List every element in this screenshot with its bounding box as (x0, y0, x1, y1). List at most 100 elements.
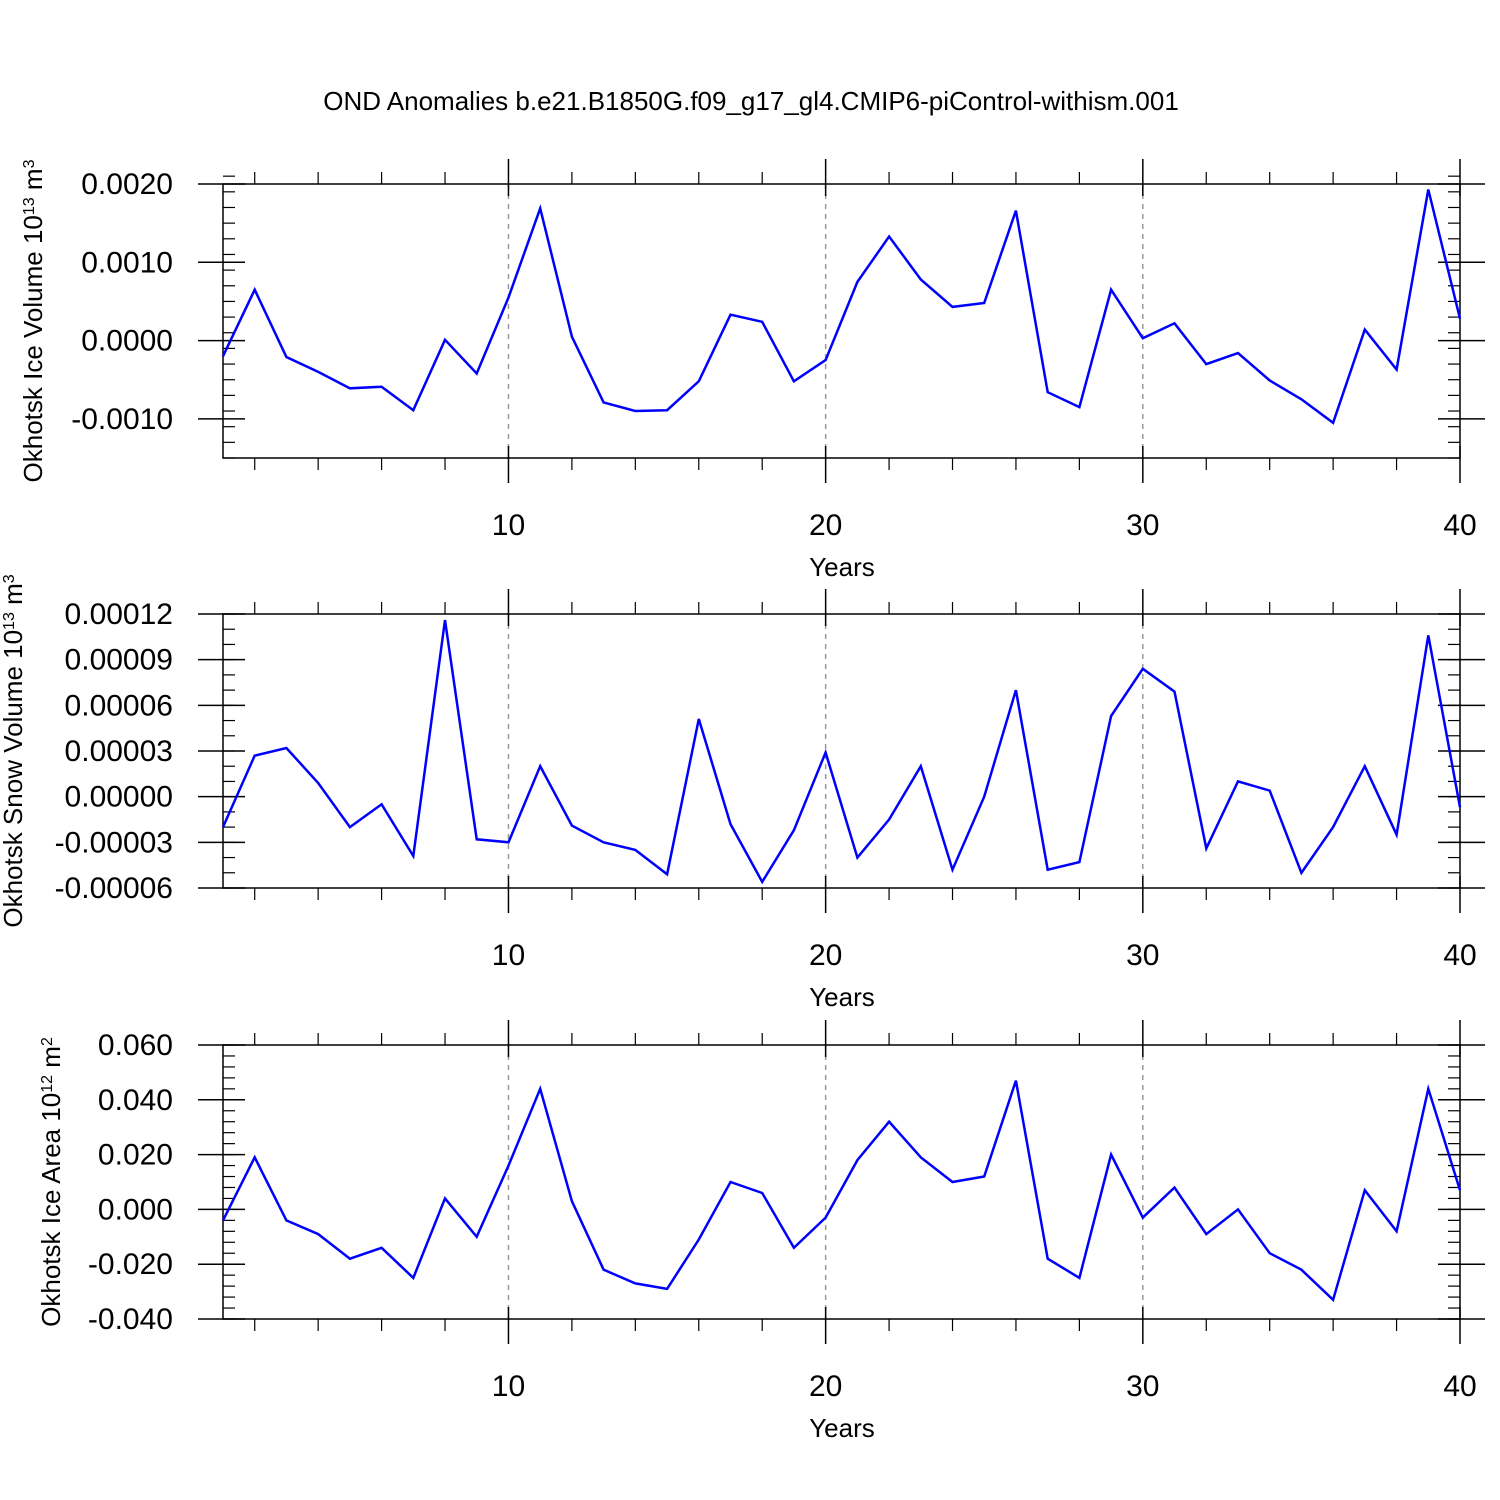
data-point (1426, 1087, 1430, 1091)
y-axis-label-unit: m (18, 168, 48, 197)
y-tick-label: -0.00006 (55, 872, 173, 905)
data-point (380, 1246, 384, 1250)
data-point (475, 1235, 479, 1239)
data-point (697, 379, 701, 383)
data-point (633, 1281, 637, 1285)
y-tick-label: 0.000 (98, 1193, 173, 1226)
data-point (411, 408, 415, 412)
data-point (316, 781, 320, 785)
data-point (1458, 317, 1462, 321)
data-point (1236, 779, 1240, 783)
data-point (728, 1180, 732, 1184)
y-tick-label: -0.020 (88, 1248, 173, 1281)
data-point (982, 301, 986, 305)
y-axis-label: Okhotsk Ice Volume 1013 m3 (18, 159, 48, 482)
data-point (760, 320, 764, 324)
data-point (411, 854, 415, 858)
data-point (1077, 405, 1081, 409)
data-point (506, 1164, 510, 1168)
data-point (697, 717, 701, 721)
y-tick-label: -0.00003 (55, 826, 173, 859)
data-point (443, 618, 447, 622)
data-point (602, 400, 606, 404)
data-point (665, 872, 669, 876)
data-point (1014, 1079, 1018, 1083)
y-axis-label: Okhotsk Snow Volume 1013 m3 (0, 574, 28, 927)
y-axis-label-unit-exponent: 3 (1, 574, 18, 583)
data-point (919, 1155, 923, 1159)
y-tick-label: -0.040 (88, 1303, 173, 1336)
panel-ice-volume: 10 20 30 40 Years -0.0010 0.0000 0.0010 0.0020 Ok… (18, 159, 1485, 582)
data-point (443, 338, 447, 342)
data-point (1046, 390, 1050, 394)
data-point (1077, 860, 1081, 864)
panel-snow-volume: 10 20 30 40 Years -0.00006 -0.00003 0.00000 0.00… (0, 574, 1485, 1012)
data-point (1141, 667, 1145, 671)
data-point (570, 335, 574, 339)
data-point (1173, 690, 1177, 694)
data-point (316, 370, 320, 374)
data-point (284, 355, 288, 359)
data-point (982, 795, 986, 799)
data-point (1109, 1153, 1113, 1157)
data-point (443, 1196, 447, 1200)
data-point (1014, 209, 1018, 213)
y-axis-label-unit: m (0, 583, 28, 612)
data-point (792, 828, 796, 832)
data-point (760, 880, 764, 884)
y-axis-label-exponent: 12 (39, 1075, 56, 1093)
data-point (1014, 688, 1018, 692)
data-point (538, 206, 542, 210)
x-tick-label: 20 (809, 1370, 842, 1403)
data-point (1173, 1185, 1177, 1189)
data-point (475, 837, 479, 841)
y-tick-label: 0.0000 (81, 325, 173, 358)
series-line (221, 189, 1462, 425)
data-point (253, 754, 257, 758)
data-point (1077, 1276, 1081, 1280)
y-tick-label: 0.00006 (65, 689, 173, 722)
y-axis-label-text: Okhotsk Snow Volume 10 (0, 630, 28, 928)
data-point (538, 764, 542, 768)
data-point (633, 848, 637, 852)
data-point (824, 1216, 828, 1220)
x-tick-label: 40 (1443, 939, 1476, 972)
y-axis-label-unit-exponent: 2 (39, 1037, 56, 1046)
data-point (284, 746, 288, 750)
data-point (1204, 1232, 1208, 1236)
data-point (1299, 397, 1303, 401)
y-axis-label-text: Okhotsk Ice Area 10 (36, 1093, 66, 1327)
data-point (570, 1199, 574, 1203)
data-point (1363, 328, 1367, 332)
data-point (1331, 825, 1335, 829)
y-axis-label-unit: m (36, 1046, 66, 1075)
data-point (348, 1257, 352, 1261)
data-point (1141, 1216, 1145, 1220)
data-point (221, 825, 225, 829)
data-point (284, 1218, 288, 1222)
data-point (982, 1175, 986, 1179)
data-point (824, 751, 828, 755)
data-point (951, 868, 955, 872)
y-tick-label: 0.0010 (81, 246, 173, 279)
data-point (1236, 1207, 1240, 1211)
data-point (792, 379, 796, 383)
data-point (1046, 868, 1050, 872)
data-point (411, 1276, 415, 1280)
y-tick-label: -0.0010 (71, 403, 173, 436)
data-point (1458, 1188, 1462, 1192)
data-point (380, 802, 384, 806)
data-point (602, 840, 606, 844)
y-tick-label: 0.00000 (65, 781, 173, 814)
data-point (665, 1287, 669, 1291)
data-point (1173, 321, 1177, 325)
plot-frame (222, 183, 1461, 459)
y-tick-label: 0.00009 (65, 644, 173, 677)
data-point (570, 824, 574, 828)
y-axis-label-exponent: 13 (21, 197, 38, 215)
y-tick-label: 0.0020 (81, 168, 173, 201)
data-point (760, 1191, 764, 1195)
data-point (506, 296, 510, 300)
y-axis-label: Okhotsk Ice Area 1012 m2 (36, 1037, 66, 1327)
